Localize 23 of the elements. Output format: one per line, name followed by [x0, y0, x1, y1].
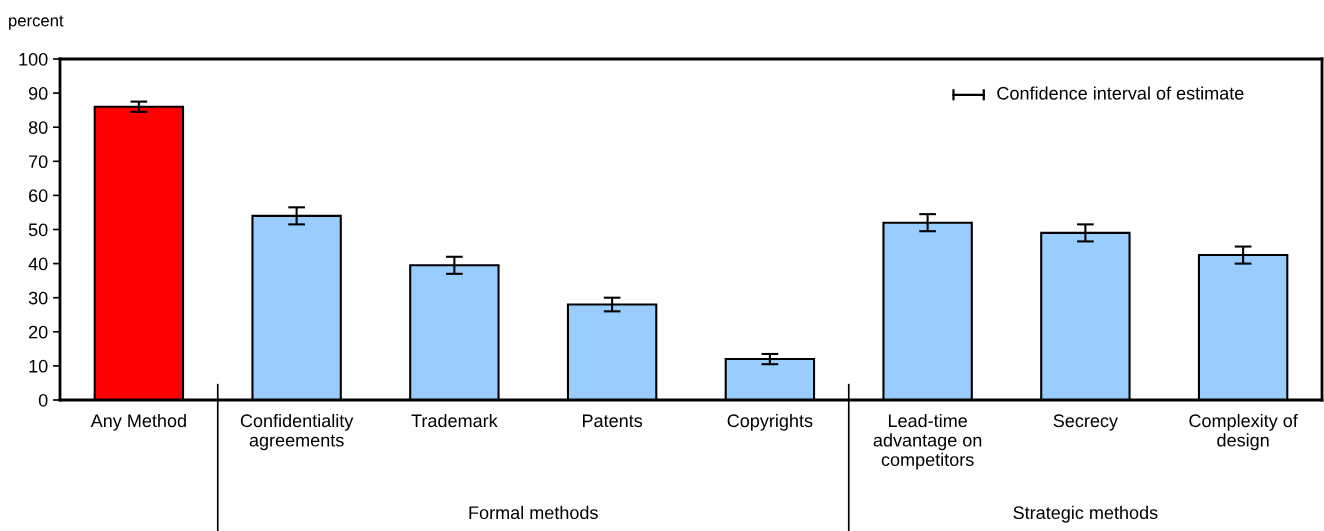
x-tick-label: Confidentiality agreements — [240, 413, 354, 451]
y-axis-title: percent — [9, 15, 64, 30]
x-tick-label: Lead-time advantage on competitors — [873, 413, 982, 470]
text: Strategic methods — [1013, 505, 1158, 523]
y-tick-label: 90 — [28, 87, 48, 100]
text: Formal methods — [469, 505, 598, 520]
x-tick-label: Trademark — [411, 413, 498, 428]
y-tick-label: 50 — [28, 223, 48, 237]
y-tick-label: 20 — [29, 325, 48, 339]
x-tick-label: Patents — [582, 414, 643, 428]
x-tick-label: Any Method — [90, 413, 186, 431]
y-tick-label: 70 — [29, 155, 48, 169]
y-tick-label: 100 — [19, 52, 48, 66]
y-tick-label: 60 — [29, 189, 48, 203]
y-tick-label: 10 — [29, 359, 48, 373]
y-tick-label: 0 — [38, 393, 48, 407]
x-tick-label: Copyrights — [727, 413, 813, 431]
x-tick-label: Secrecy — [1053, 414, 1118, 431]
x-tick-label: Complexity of design — [1189, 413, 1298, 451]
y-tick-label: 80 — [28, 121, 48, 134]
annotation: Confidence interval of estimate — [997, 86, 1244, 100]
y-tick-label: 40 — [28, 257, 48, 271]
y-tick-label: 30 — [28, 291, 48, 305]
